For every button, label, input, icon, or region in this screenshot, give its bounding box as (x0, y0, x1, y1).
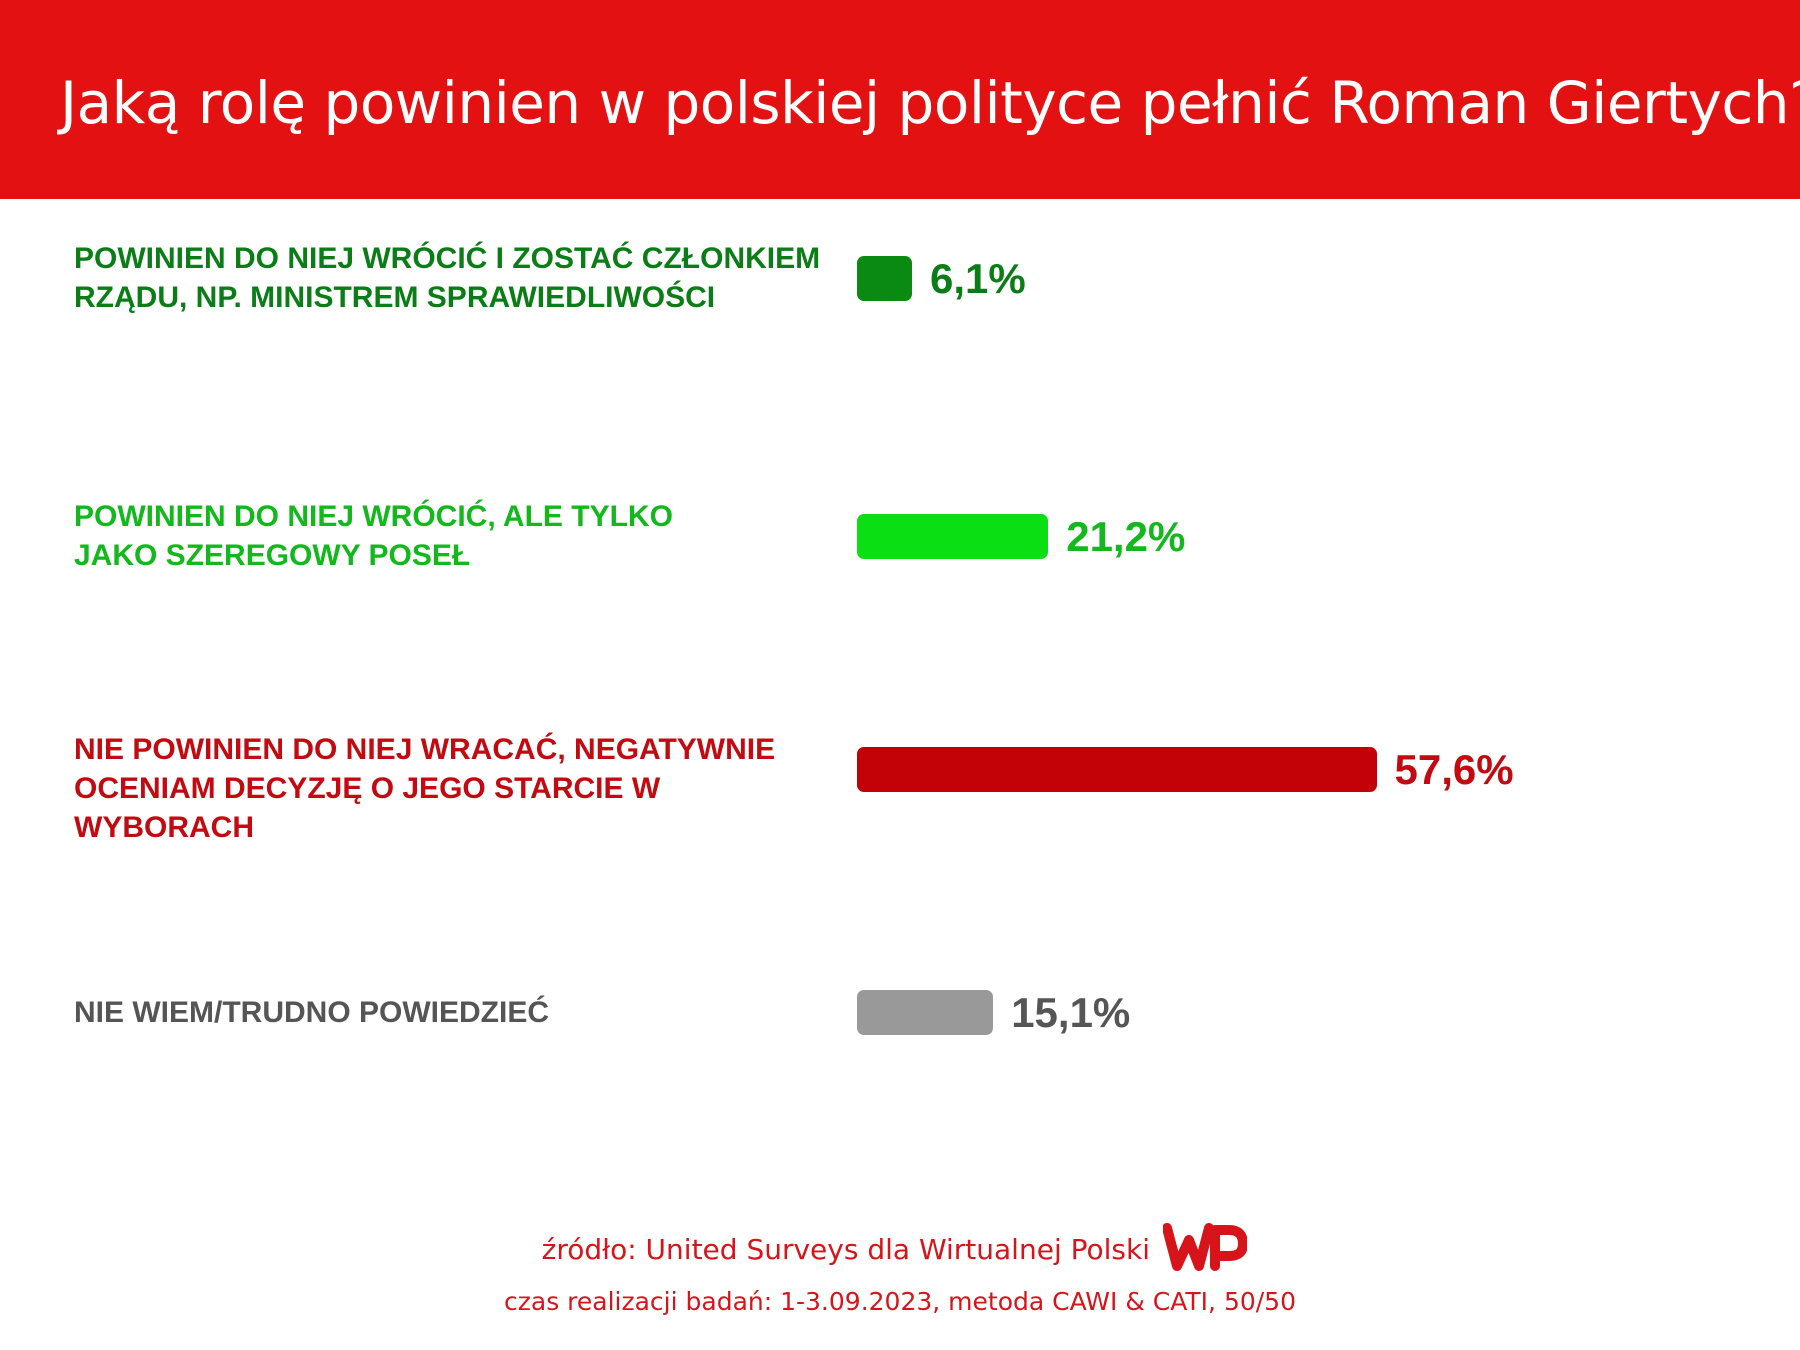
chart-title: Jaką rolę powinien w polskiej polityce p… (60, 69, 1800, 137)
bar (857, 514, 1049, 559)
category-label: NIE POWINIEN DO NIEJ WRACAĆ, NEGATYWNIE O… (74, 730, 844, 847)
bar (857, 256, 913, 301)
bar (857, 747, 1377, 792)
category-label-line: NIE WIEM/TRUDNO POWIEDZIEĆ (74, 995, 549, 1029)
category-label-line: JAKO SZEREGOWY POSEŁ (74, 539, 471, 572)
value-label: 15,1% (1011, 989, 1131, 1036)
category-label: POWINIEN DO NIEJ WRÓCIĆ I ZOSTAĆ CZŁONKI… (74, 239, 844, 317)
category-label-line: POWINIEN DO NIEJ WRÓCIĆ I ZOSTAĆ CZŁONKI… (74, 242, 821, 275)
category-label-line: OCENIAM DECYZJĘ O JEGO STARCIE W WYBORAC… (74, 772, 661, 844)
value-label: 6,1% (930, 255, 1026, 302)
source-note: źródło: United Surveys dla Wirtualnej Po… (541, 1233, 1150, 1266)
category-label: POWINIEN DO NIEJ WRÓCIĆ, ALE TYLKO JAKO S… (74, 497, 844, 575)
category-label: NIE WIEM/TRUDNO POWIEDZIEĆ (74, 993, 844, 1032)
value-label: 57,6% (1394, 746, 1514, 793)
value-label: 21,2% (1066, 513, 1186, 560)
wp-logo (1163, 1223, 1247, 1271)
category-label-line: NIE POWINIEN DO NIEJ WRACAĆ, NEGATYWNIE (74, 733, 776, 766)
category-label-line: POWINIEN DO NIEJ WRÓCIĆ, ALE TYLKO (74, 500, 673, 533)
category-label-line: RZĄDU, NP. MINISTREM SPRAWIEDLIWOŚCI (74, 281, 716, 314)
header-banner: Jaką rolę powinien w polskiej polityce p… (0, 0, 1800, 199)
method-note: czas realizacji badań: 1-3.09.2023, meto… (504, 1287, 1296, 1316)
bar (857, 990, 994, 1035)
